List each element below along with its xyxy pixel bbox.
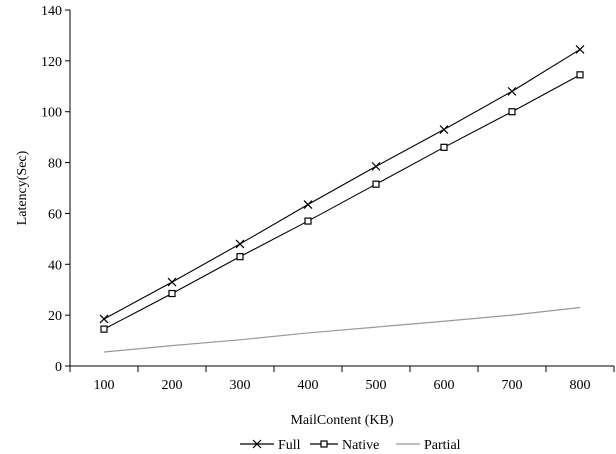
data-point-full xyxy=(235,239,245,249)
y-tick-label: 140 xyxy=(41,4,62,19)
y-tick-label: 40 xyxy=(48,258,62,273)
x-tick-label: 600 xyxy=(434,378,455,393)
y-tick-label: 100 xyxy=(41,106,62,121)
series-line-full xyxy=(103,48,581,320)
data-point-full xyxy=(303,200,313,209)
data-point-full-stroke xyxy=(507,86,517,96)
x-tick-label: 800 xyxy=(570,378,591,393)
x-tick-label: 300 xyxy=(230,378,251,393)
data-point-full xyxy=(439,125,449,134)
legend-marker-full xyxy=(252,439,262,449)
x-tick-label: 400 xyxy=(298,378,319,393)
data-point-native xyxy=(576,71,584,79)
series-full xyxy=(99,44,585,324)
data-point-full xyxy=(99,314,109,324)
y-tick-labels: 0 20 40 60 80 100 120 140 xyxy=(41,4,62,375)
legend-label-native: Native xyxy=(342,438,379,453)
data-point-full xyxy=(507,86,517,96)
x-tick-labels: 100 200 300 400 500 600 700 800 xyxy=(94,378,591,393)
axes xyxy=(65,9,615,372)
legend-item-full: Full xyxy=(240,438,301,453)
x-axis-label: MailContent (KB) xyxy=(290,413,393,428)
y-tick-label: 60 xyxy=(48,207,62,222)
data-point-native xyxy=(168,289,176,298)
data-point-native xyxy=(304,217,312,225)
data-point-full-stroke xyxy=(99,314,109,324)
data-point-full-stroke xyxy=(439,125,449,134)
data-point-native xyxy=(508,108,516,116)
legend-item-partial: Partial xyxy=(396,438,461,453)
data-point-full-stroke xyxy=(167,277,177,287)
series-layer xyxy=(99,44,585,353)
data-point-native xyxy=(236,253,244,261)
data-point-full xyxy=(371,161,381,171)
data-point-native xyxy=(100,325,108,333)
x-tick-label: 500 xyxy=(366,378,387,393)
data-point-full-stroke xyxy=(303,200,313,209)
data-point-full xyxy=(575,44,585,54)
x-tick-label: 700 xyxy=(502,378,523,393)
data-point-native xyxy=(440,143,448,151)
data-point-full-stroke xyxy=(235,239,245,249)
legend-label-partial: Partial xyxy=(424,438,461,453)
y-axis-label: Latency(Sec) xyxy=(15,150,30,225)
legend-marker-native xyxy=(320,440,328,448)
legend: Full Native Partial xyxy=(240,438,461,453)
legend-marker-full-stroke xyxy=(252,439,262,449)
y-tick-label: 0 xyxy=(55,360,62,375)
data-point-full xyxy=(167,277,177,287)
series-native xyxy=(100,71,584,333)
data-point-full-stroke xyxy=(371,161,381,171)
legend-label-full: Full xyxy=(278,438,301,453)
legend-item-native: Native xyxy=(310,438,379,453)
series-line-native xyxy=(103,74,581,330)
data-point-native xyxy=(372,180,380,188)
y-tick-label: 20 xyxy=(48,309,62,324)
x-tick-label: 100 xyxy=(94,378,115,393)
y-tick-label: 80 xyxy=(48,157,62,172)
series-line-partial xyxy=(103,306,581,353)
y-tick-label: 120 xyxy=(41,55,62,70)
series-partial xyxy=(103,306,581,353)
data-point-full-stroke xyxy=(575,44,585,54)
x-tick-label: 200 xyxy=(162,378,183,393)
